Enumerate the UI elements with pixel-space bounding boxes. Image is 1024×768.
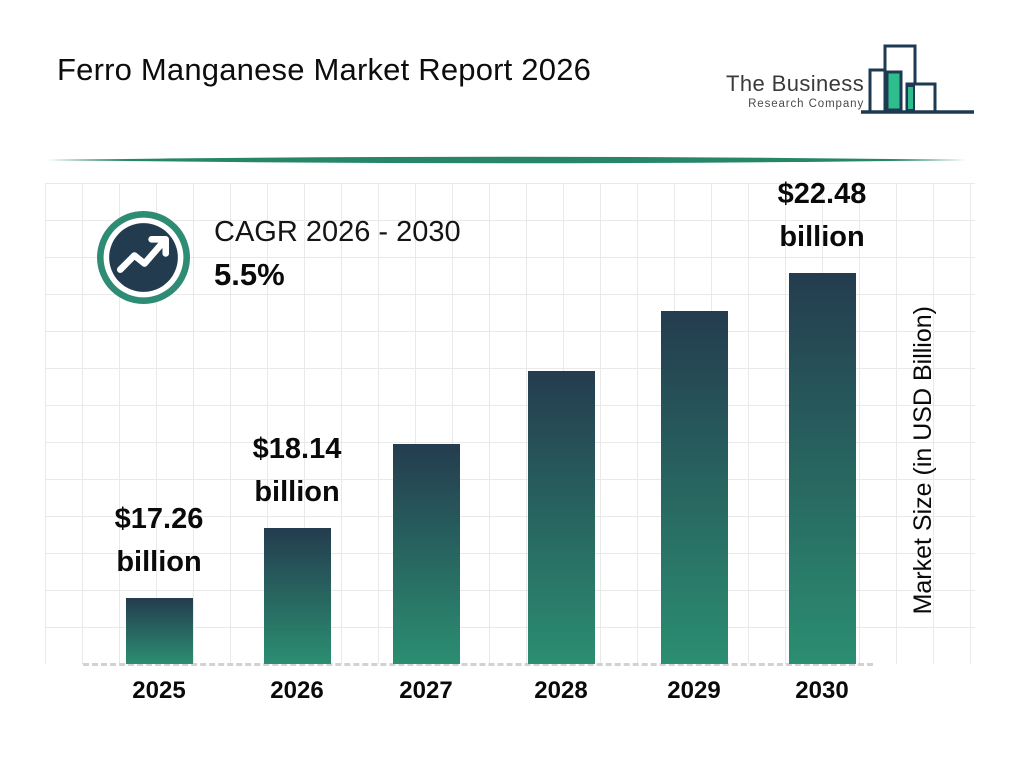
logo-bars-icon — [861, 44, 975, 114]
bar-2025 — [125, 598, 193, 664]
cagr-value: 5.5% — [214, 257, 285, 292]
bar-2030 — [788, 273, 856, 664]
bar-2029 — [660, 311, 728, 664]
logo-text: The Business Research Company — [726, 71, 864, 110]
x-axis-baseline — [83, 663, 873, 666]
page-title: Ferro Manganese Market Report 2026 — [57, 52, 592, 87]
bar-2027 — [392, 444, 460, 664]
logo-company-name: The Business — [726, 71, 865, 96]
x-tick-2027: 2027 — [399, 677, 453, 704]
y-axis-title: Market Size (in USD Billion) — [908, 305, 937, 615]
cagr-badge: CAGR 2026 - 2030 5.5% — [95, 209, 461, 306]
trend-up-icon — [97, 211, 190, 304]
chart-plot: $17.26 billion $18.14 billion $22.48 billion — [45, 178, 975, 666]
bar-2026 — [263, 528, 331, 664]
x-tick-2029: 2029 — [667, 677, 721, 704]
x-tick-2028: 2028 — [534, 677, 588, 704]
x-axis-labels: 2025 2026 2027 2028 2029 2030 — [45, 677, 975, 711]
value-label-2025: $17.26 billion — [114, 503, 204, 578]
x-tick-2026: 2026 — [270, 677, 324, 704]
logo-tagline: Research Company — [748, 98, 865, 110]
x-tick-2025: 2025 — [132, 677, 186, 704]
company-logo: The Business Research Company — [726, 40, 976, 116]
cagr-text: CAGR 2026 - 2030 5.5% — [214, 216, 461, 293]
divider-swoosh — [46, 156, 966, 164]
bar-2028 — [527, 371, 595, 664]
value-label-2030: $22.48 billion — [777, 178, 867, 253]
value-label-2026: $18.14 billion — [252, 433, 342, 508]
x-tick-2030: 2030 — [795, 677, 849, 704]
cagr-range-label: CAGR 2026 - 2030 — [214, 216, 461, 248]
